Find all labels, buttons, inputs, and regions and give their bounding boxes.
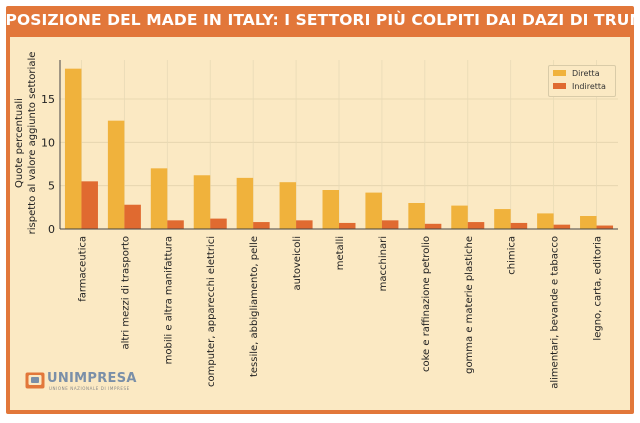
legend-label-diretta: Diretta: [572, 68, 600, 78]
bar-indiretta: [167, 220, 184, 229]
legend-swatch-indiretta: [553, 83, 566, 89]
bar-diretta: [107, 120, 125, 229]
bar-indiretta: [339, 222, 356, 229]
x-tick-label: gomma e materie plastiche: [464, 236, 475, 374]
bar-indiretta: [467, 222, 485, 229]
bar-indiretta: [253, 222, 270, 229]
x-tick-label: mobili e altra manifattura: [163, 236, 174, 364]
bar-diretta: [494, 209, 511, 229]
y-tick-label: 10: [41, 136, 55, 149]
y-tick-label: 0: [48, 223, 55, 236]
x-tick-label: tessile, abbigliamento, pelle: [249, 236, 260, 377]
logo-tagline: UNIONE NAZIONALE DI IMPRESE: [49, 386, 130, 391]
y-axis-label: Quote percentuali: [14, 98, 25, 188]
title-band: ESPOSIZIONE DEL MADE IN ITALY: I SETTORI…: [0, 6, 640, 34]
x-tick-label: chimica: [507, 236, 518, 275]
bar-diretta: [451, 205, 468, 229]
unimpresa-logo: UNIMPRESA UNIONE NAZIONALE DI IMPRESE: [25, 371, 165, 393]
legend-label-indiretta: Indiretta: [572, 81, 606, 91]
x-tick-label: legno, carta, editoria: [593, 236, 604, 341]
x-tick-label: metalli: [335, 236, 346, 270]
bar-diretta: [580, 216, 597, 229]
y-tick-label: 15: [41, 93, 55, 106]
bar-indiretta: [210, 218, 227, 229]
bar-indiretta: [81, 181, 98, 229]
x-tick-label: coke e raffinazione petrolio: [421, 236, 432, 372]
chart-title: ESPOSIZIONE DEL MADE IN ITALY: I SETTORI…: [0, 11, 640, 29]
x-tick-label: macchinari: [378, 236, 389, 291]
x-tick-label: altri mezzi di trasporto: [120, 236, 131, 350]
bar-diretta: [64, 68, 82, 230]
legend-item-indiretta: Indiretta: [553, 80, 615, 92]
x-tick-label: alimentari, bevande e tabacco: [550, 236, 561, 389]
bar-diretta: [279, 182, 297, 229]
x-tick-label: computer, apparecchi elettrici: [206, 236, 217, 387]
legend-swatch-diretta: [553, 70, 566, 76]
bar-indiretta: [510, 222, 528, 229]
bar-indiretta: [553, 224, 571, 229]
bar-indiretta: [124, 204, 141, 229]
unimpresa-logo-icon: [25, 372, 45, 389]
x-tick-label: autoveicoli: [292, 236, 303, 291]
bar-diretta: [322, 190, 339, 229]
legend-item-diretta: Diretta: [553, 67, 615, 79]
bar-diretta: [408, 203, 425, 229]
bar-diretta: [193, 175, 211, 229]
bar-indiretta: [296, 220, 313, 229]
x-tick-label: farmaceutica: [77, 236, 88, 302]
bar-diretta: [365, 192, 382, 229]
y-tick-label: 5: [48, 180, 55, 193]
bar-indiretta: [381, 220, 399, 229]
bar-indiretta: [424, 223, 442, 229]
chart-legend: Diretta Indiretta: [548, 65, 616, 97]
y-axis-label: rispetto al valore aggiunto settoriale: [27, 52, 38, 235]
bar-diretta: [537, 213, 554, 229]
bar-diretta: [236, 177, 254, 229]
bar-diretta: [150, 168, 168, 229]
bar-indiretta: [596, 225, 614, 229]
logo-name: UNIMPRESA: [47, 371, 137, 386]
